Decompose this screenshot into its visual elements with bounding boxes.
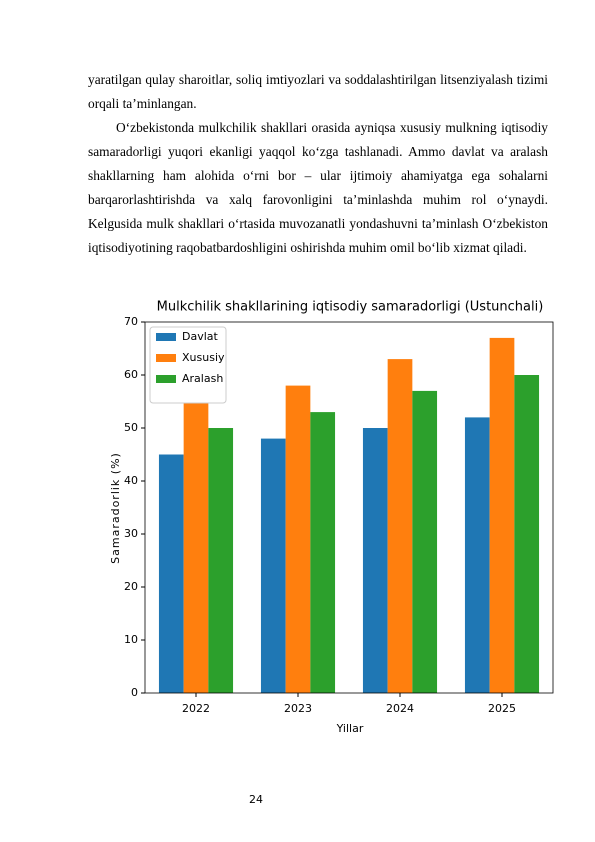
x-tick-label: 2022 [182, 702, 210, 715]
legend-swatch [156, 333, 176, 341]
y-tick-label: 10 [124, 633, 138, 646]
y-axis-label: Samaradorlik (%) [109, 452, 122, 564]
x-tick-label: 2023 [284, 702, 312, 715]
legend-label: Xususiy [182, 351, 225, 364]
legend-box [149, 326, 227, 404]
bar [464, 417, 490, 693]
y-tick-label: 50 [124, 421, 138, 434]
bar [285, 385, 311, 693]
bar [260, 438, 286, 693]
y-tick-label: 20 [124, 580, 138, 593]
legend-swatch [156, 375, 176, 383]
x-tick-label: 2024 [386, 702, 414, 715]
bar [208, 428, 234, 693]
bar [158, 454, 184, 693]
y-tick-label: 0 [131, 686, 138, 699]
y-tick-label: 30 [124, 527, 138, 540]
legend-label: Davlat [182, 330, 219, 343]
bar [183, 401, 209, 693]
bar [387, 359, 413, 693]
bar [310, 412, 336, 693]
bar [362, 428, 388, 693]
bar [412, 390, 438, 693]
legend-swatch [156, 354, 176, 362]
y-tick-label: 40 [124, 474, 138, 487]
y-tick-label: 60 [124, 368, 138, 381]
page-number: 24 [249, 793, 263, 806]
bar [514, 375, 540, 693]
y-tick-label: 70 [124, 315, 138, 328]
x-tick-label: 2025 [488, 702, 516, 715]
chart-title: Mulkchilik shakllarining iqtisodiy samar… [157, 300, 544, 315]
plot-frame [144, 321, 554, 694]
bar [489, 337, 515, 693]
legend-label: Aralash [182, 372, 223, 385]
x-axis-label: Yillar [336, 722, 364, 735]
paragraph: yaratilgan qulay sharoitlar, soliq imtiy… [88, 72, 548, 111]
paragraph: O‘zbekistonda mulkchilik shakllari orasi… [88, 120, 548, 255]
